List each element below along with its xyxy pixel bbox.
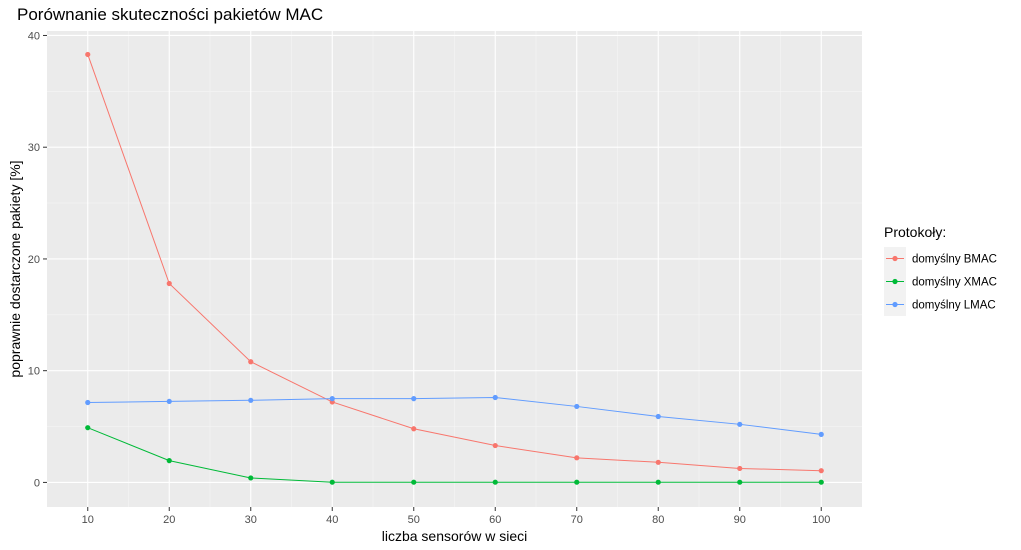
data-point — [655, 479, 661, 485]
data-point — [737, 465, 743, 472]
series-1 — [85, 425, 824, 485]
data-point — [492, 442, 498, 449]
data-point — [492, 394, 498, 401]
data-point — [411, 426, 417, 432]
y-tick-label: 40 — [28, 30, 40, 42]
series-layer — [85, 51, 824, 485]
series-line — [87, 396, 822, 435]
x-tick-label: 70 — [571, 514, 583, 526]
y-tick-label: 20 — [28, 254, 40, 266]
y-axis-title: poprawnie dostarczone pakiety [%] — [7, 160, 23, 377]
legend-item: domyślny BMAC — [884, 247, 997, 270]
data-point — [248, 397, 254, 403]
legend-key-point — [892, 255, 898, 262]
data-point — [248, 359, 254, 365]
series-2 — [85, 394, 824, 437]
chart-title: Porównanie skuteczności pakietów MAC — [17, 5, 323, 24]
data-point — [574, 479, 580, 485]
legend-label: domyślny XMAC — [912, 277, 997, 289]
data-point — [166, 280, 172, 287]
grid-lines — [47, 31, 862, 507]
data-point — [85, 51, 91, 58]
series-line — [87, 54, 822, 472]
x-tick-label: 100 — [812, 514, 830, 526]
data-point — [574, 403, 580, 410]
x-tick-label: 30 — [245, 514, 257, 526]
data-point — [411, 396, 417, 402]
data-point — [411, 479, 417, 485]
legend-title: Protokoły: — [884, 224, 946, 240]
legend-key-point — [892, 278, 898, 285]
data-point — [737, 421, 743, 427]
data-point — [329, 396, 335, 402]
x-axis-title: liczba sensorów w sieci — [382, 528, 528, 544]
data-point — [818, 479, 824, 485]
x-tick-label: 10 — [82, 514, 94, 526]
data-point — [655, 459, 661, 465]
x-tick-label: 20 — [163, 514, 175, 526]
x-tick-label: 40 — [326, 514, 338, 526]
x-tick-label: 90 — [734, 514, 746, 526]
data-point — [492, 479, 498, 485]
x-tick-label: 60 — [489, 514, 501, 526]
data-point — [818, 431, 824, 437]
legend-key-point — [892, 301, 898, 308]
data-point — [574, 455, 580, 461]
legend-label: domyślny BMAC — [912, 254, 997, 266]
y-tick-label: 30 — [28, 142, 40, 154]
series-line — [87, 427, 822, 483]
legend-items: domyślny BMAC domyślny XMAC domyślny LMAC — [884, 247, 997, 316]
data-point — [85, 399, 91, 406]
legend-item: domyślny LMAC — [884, 293, 996, 316]
x-tick-label: 80 — [652, 514, 664, 526]
data-point — [737, 479, 743, 485]
y-tick-label: 0 — [34, 477, 40, 489]
data-point — [166, 398, 172, 405]
x-tick-label: 50 — [408, 514, 420, 526]
data-point — [166, 458, 172, 464]
data-point — [85, 425, 91, 431]
data-point — [818, 468, 824, 474]
data-point — [329, 479, 335, 485]
data-point — [248, 475, 254, 481]
data-point — [655, 413, 661, 420]
axes: 10 20 30 40 50 60 70 80 90 100 0 10 20 30 40 — [28, 30, 831, 526]
legend-label: domyślny LMAC — [912, 300, 996, 312]
legend-item: domyślny XMAC — [884, 270, 997, 293]
y-tick-label: 10 — [28, 366, 40, 378]
